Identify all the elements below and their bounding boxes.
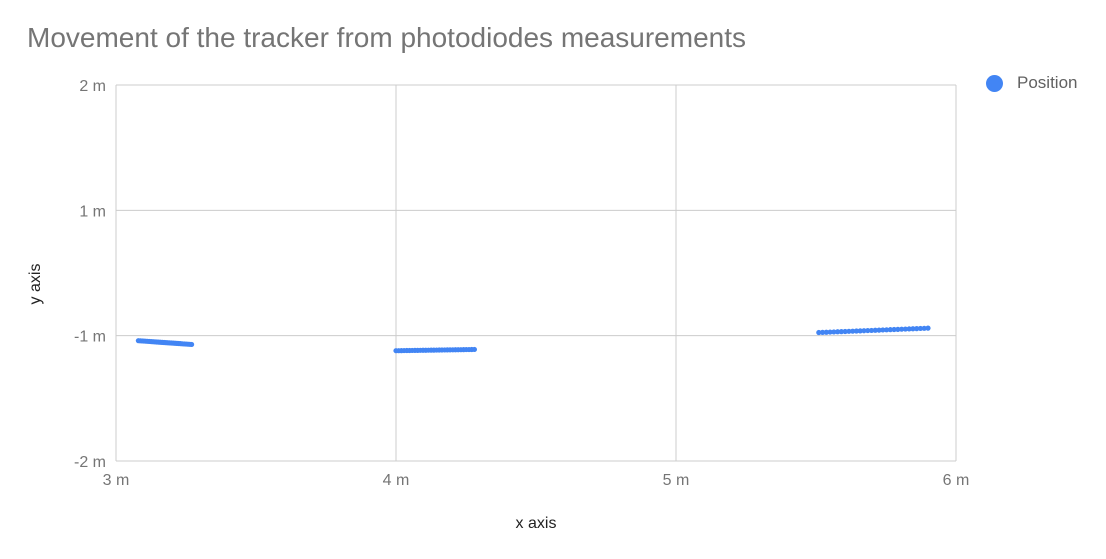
y-tick-label: 2 m bbox=[79, 78, 106, 95]
data-point bbox=[819, 329, 826, 335]
data-point bbox=[899, 326, 905, 332]
data-point bbox=[891, 326, 897, 333]
x-tick-label: 4 m bbox=[383, 472, 410, 489]
data-point bbox=[857, 328, 863, 334]
data-point bbox=[921, 325, 927, 331]
data-point bbox=[827, 329, 833, 335]
data-point bbox=[835, 329, 841, 335]
data-point bbox=[865, 327, 871, 334]
data-point bbox=[842, 328, 848, 335]
x-tick-label: 3 m bbox=[103, 472, 130, 489]
data-point bbox=[831, 329, 837, 335]
data-point bbox=[880, 327, 886, 333]
data-point bbox=[846, 328, 852, 334]
y-tick-label: -1 m bbox=[74, 329, 106, 346]
data-point bbox=[876, 327, 882, 333]
data-point bbox=[471, 346, 477, 353]
data-point bbox=[850, 328, 856, 334]
data-point bbox=[853, 328, 860, 334]
data-point bbox=[868, 327, 875, 334]
x-tick-label: 6 m bbox=[943, 472, 970, 489]
data-point bbox=[906, 326, 912, 332]
data-point bbox=[914, 326, 920, 332]
chart-title: Movement of the tracker from photodiodes… bbox=[27, 22, 747, 53]
data-point bbox=[189, 341, 195, 348]
data-point bbox=[910, 326, 916, 332]
legend-marker-position bbox=[986, 74, 1003, 92]
x-axis-title: x axis bbox=[515, 515, 557, 532]
data-point bbox=[823, 329, 829, 335]
x-tick-label: 5 m bbox=[663, 472, 690, 489]
data-point bbox=[902, 326, 909, 332]
data-point bbox=[883, 327, 890, 333]
legend: Position bbox=[986, 73, 1077, 93]
y-axis-title: y axis bbox=[27, 263, 44, 305]
data-point bbox=[925, 325, 931, 331]
data-point bbox=[816, 329, 822, 336]
data-point bbox=[861, 328, 867, 334]
y-tick-label: 1 m bbox=[79, 203, 106, 220]
data-point bbox=[895, 326, 901, 332]
y-tick-label: -2 m bbox=[74, 454, 106, 471]
data-point bbox=[887, 327, 893, 333]
legend-label-position: Position bbox=[1017, 73, 1078, 92]
data-point bbox=[838, 329, 844, 335]
data-point bbox=[872, 327, 878, 333]
data-point bbox=[917, 325, 924, 332]
